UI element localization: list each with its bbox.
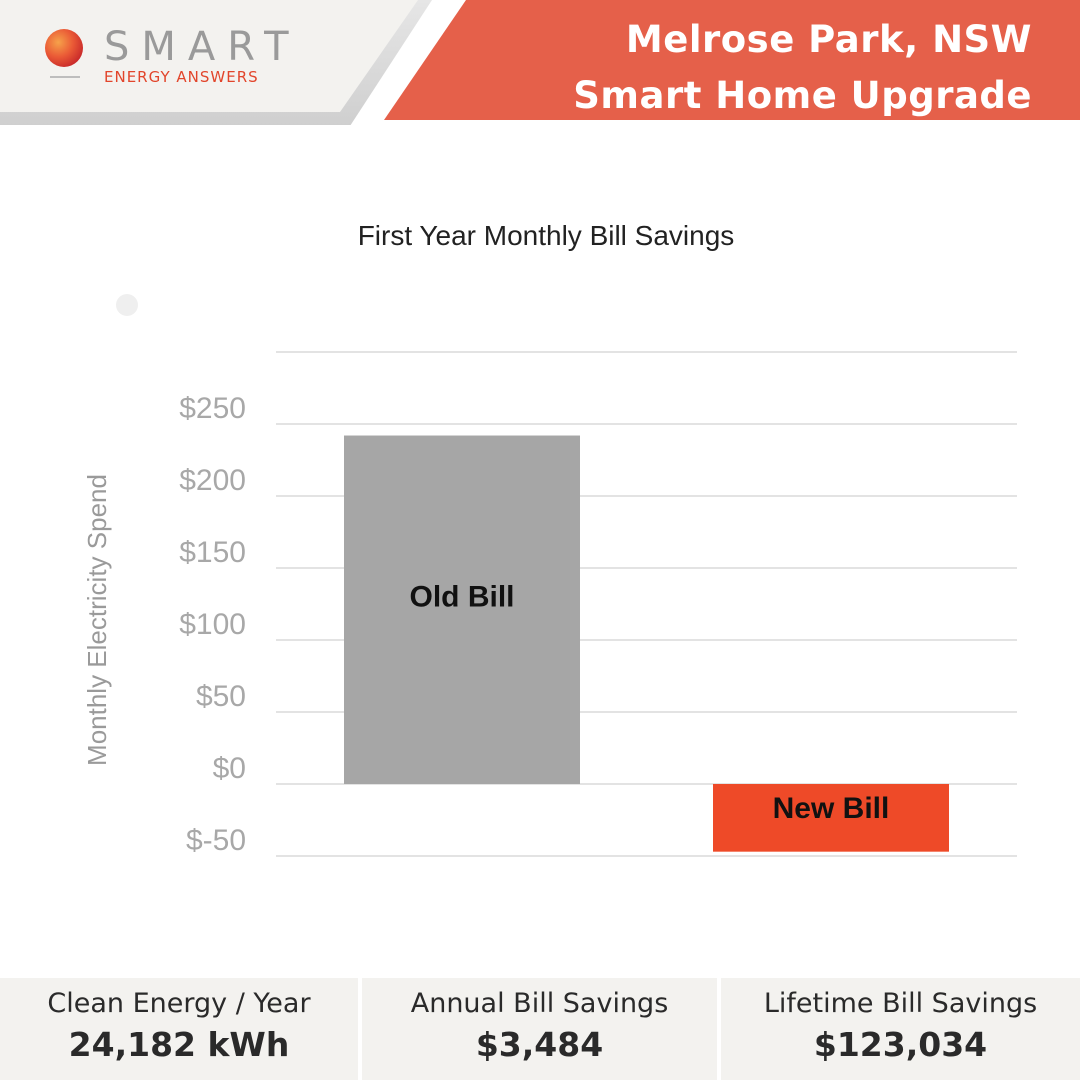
- legend-marker: [116, 294, 138, 316]
- bar-label: Old Bill: [410, 580, 515, 613]
- stat-annual-savings: Annual Bill Savings $3,484: [362, 978, 717, 1080]
- bar-old-bill: [344, 435, 580, 784]
- stat-clean-energy: Clean Energy / Year 24,182 kWh: [0, 978, 358, 1080]
- y-tick-label: $250: [179, 392, 246, 425]
- bar-label: New Bill: [773, 792, 890, 825]
- bar-new-bill: [713, 784, 949, 852]
- y-axis-label: Monthly Electricity Spend: [82, 474, 112, 766]
- y-tick-label: $150: [179, 536, 246, 569]
- stat-label: Annual Bill Savings: [410, 988, 669, 1019]
- logo-wordmark: SMART: [104, 24, 301, 70]
- location-title: Melrose Park, NSW: [625, 18, 1032, 61]
- chart-title: First Year Monthly Bill Savings: [357, 220, 735, 251]
- y-tick-label: $-50: [186, 824, 246, 857]
- logo-tagline: ENERGY ANSWERS: [104, 68, 259, 86]
- page-title: Melrose Park, NSW Smart Home Upgrade: [573, 12, 1032, 124]
- y-tick-label: $100: [179, 608, 246, 641]
- stat-value: 24,182 kWh: [68, 1025, 290, 1064]
- project-title: Smart Home Upgrade: [573, 74, 1032, 117]
- stat-lifetime-savings: Lifetime Bill Savings $123,034: [721, 978, 1080, 1080]
- y-tick-label: $50: [196, 680, 246, 713]
- stat-value: $123,034: [813, 1025, 988, 1064]
- stat-label: Lifetime Bill Savings: [763, 988, 1038, 1019]
- stat-label: Clean Energy / Year: [47, 988, 311, 1019]
- header-background: [0, 0, 1080, 125]
- logo-orb-icon: [45, 29, 83, 78]
- stat-value: $3,484: [475, 1025, 604, 1064]
- bill-savings-chart: Old Bill New Bill $-50 $0 $50 $100 $150 $200 $2…: [82, 294, 1017, 857]
- y-tick-label: $200: [179, 464, 246, 497]
- y-tick-label: $0: [213, 752, 246, 785]
- stats-footer: Clean Energy / Year 24,182 kWh Annual Bi…: [0, 978, 1080, 1080]
- company-logo: SMART ENERGY ANSWERS: [44, 24, 314, 98]
- header-banner: SMART ENERGY ANSWERS Melrose Park, NSW S…: [0, 0, 1080, 125]
